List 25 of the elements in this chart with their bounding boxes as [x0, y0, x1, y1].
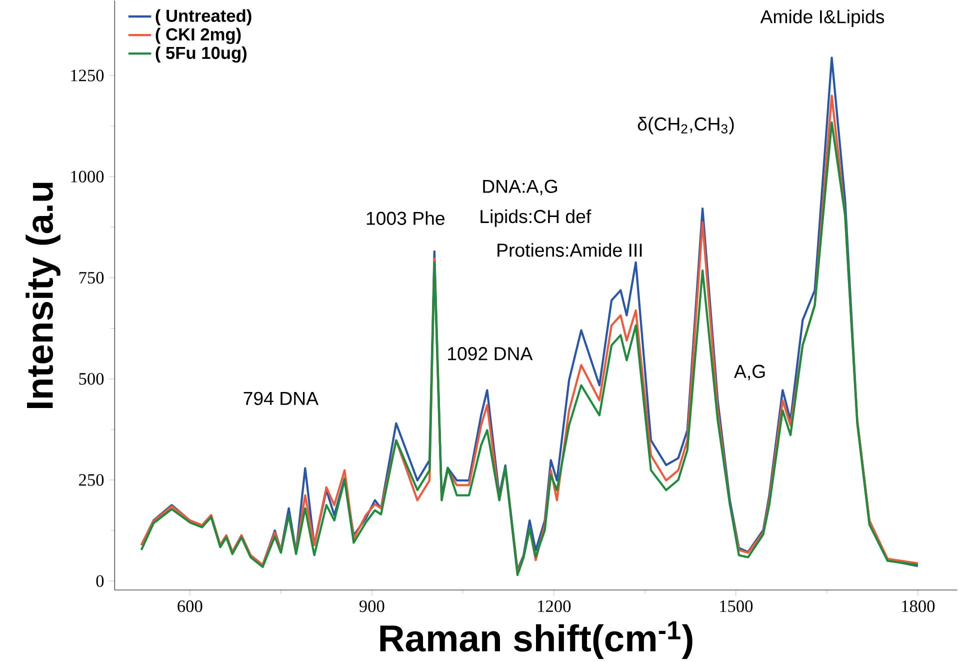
y-tick-label: 1000: [71, 170, 104, 182]
x-tick-label: 1500: [720, 600, 753, 612]
x-tick-label: 1200: [538, 600, 571, 612]
y-tick-label: 500: [79, 373, 104, 385]
y-tick-label: 250: [79, 474, 104, 486]
x-axis-title: Raman shift(cm$^{-1}$): [380, 621, 692, 660]
legend-label: ( CKI 2mg): [156, 28, 241, 44]
y-tick-label: 750: [79, 272, 104, 284]
y-axis-title: Intensity (a.u: [26, 182, 60, 408]
annotation: 1092 DNA: [448, 347, 533, 360]
annotation: δ(CH$_{2}$,CH$_{3}$): [638, 116, 734, 134]
x-tick-label: 600: [178, 600, 202, 612]
y-tick-label: 0: [96, 575, 104, 587]
annotation: Protiens:Amide III: [498, 243, 642, 257]
legend-label: ( 5Fu 10ug): [156, 46, 247, 63]
annotation: Lipids:CH def: [480, 209, 592, 227]
annotation: 1003 Phe: [366, 211, 444, 225]
legend-label: ( Untreated): [156, 9, 252, 26]
y-tick-label: 1250: [71, 70, 104, 82]
annotation: Amide I&Lipids: [760, 10, 884, 28]
x-tick-label: 900: [359, 600, 384, 612]
annotation: DNA:A,G: [483, 180, 557, 196]
x-tick-label: 1800: [902, 600, 935, 612]
annotation: A,G: [734, 364, 765, 380]
annotation: 794 DNA: [244, 392, 318, 406]
